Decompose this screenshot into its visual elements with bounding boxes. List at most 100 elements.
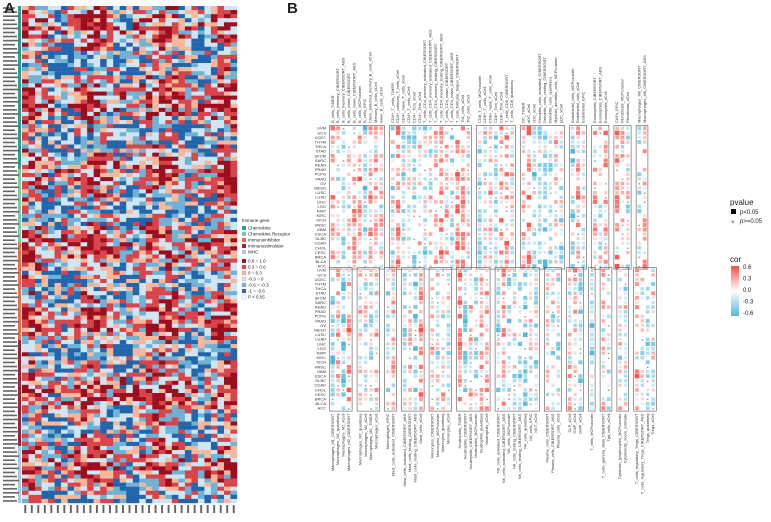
heatmap-cell [197, 335, 205, 341]
heatmap-cell [204, 266, 212, 271]
cell-type-label: CD4+_T_cells_TIMER [390, 83, 395, 123]
heatmap-cell [35, 352, 42, 357]
heatmap-cell [106, 425, 114, 430]
correlation-square [423, 260, 427, 264]
heatmap-cell [22, 478, 29, 483]
heatmap-cell [158, 111, 166, 117]
heatmap-cell [197, 152, 205, 157]
heatmap-cell [113, 99, 120, 104]
heatmap-cell [197, 201, 205, 206]
heatmap-cell [158, 417, 166, 422]
heatmap-cell [165, 429, 173, 434]
heatmap-cell [152, 433, 160, 439]
heatmap-cell [152, 197, 160, 202]
heatmap-cell [87, 335, 94, 341]
heatmap-cell [35, 335, 42, 341]
heatmap-cell [145, 46, 153, 52]
heatmap-cell [61, 287, 68, 292]
heatmap-cell [106, 156, 114, 162]
heatmap-cell [171, 189, 179, 194]
correlation-square [466, 246, 470, 250]
heatmap-cell [178, 34, 186, 39]
correlation-square [510, 181, 514, 186]
heatmap-cell [61, 498, 68, 504]
heatmap-cell [139, 401, 146, 406]
heatmap-cell [158, 71, 166, 76]
heatmap-cell [171, 494, 179, 500]
heatmap-cell [119, 376, 127, 381]
heatmap-cell [132, 99, 140, 104]
heatmap-cell [217, 221, 225, 227]
heatmap-cell [230, 230, 238, 235]
correlation-square [428, 140, 433, 144]
heatmap-cell [54, 393, 62, 398]
heatmap-cell [210, 262, 218, 267]
heatmap-cell [165, 323, 173, 329]
correlation-square [428, 135, 433, 140]
heatmap-cell [132, 124, 140, 129]
correlation-square [423, 200, 427, 204]
heatmap-cell [223, 193, 231, 198]
heatmap-cell [210, 413, 218, 418]
heatmap-cell [74, 384, 81, 390]
heatmap-cell [80, 299, 88, 304]
heatmap-cell [204, 401, 212, 406]
heatmap-cell [41, 266, 49, 271]
heatmap-cell [145, 250, 153, 255]
heatmap-cell [230, 189, 238, 194]
heatmap-cell [113, 327, 120, 333]
heatmap-cell [152, 42, 160, 47]
heatmap-cell [132, 429, 140, 434]
correlation-square [466, 195, 470, 199]
heatmap-cell [210, 79, 218, 84]
correlation-square [466, 218, 470, 222]
heatmap-cell [113, 238, 120, 243]
heatmap-cell [223, 128, 231, 133]
heatmap-cell [48, 372, 55, 377]
heatmap-cell [80, 405, 88, 410]
heatmap-cell [28, 79, 36, 84]
cell-type-label: Memory_B_cells_xCell [373, 82, 378, 123]
heatmap-cell [41, 437, 49, 443]
heatmap-cell [119, 193, 127, 198]
heatmap-cell [61, 111, 68, 117]
heatmap-cell [145, 478, 153, 483]
heatmap-cell [139, 327, 146, 333]
heatmap-cell [61, 425, 68, 430]
correlation-square [478, 223, 482, 227]
correlation-square [493, 172, 498, 177]
heatmap-cell [61, 205, 68, 210]
heatmap-cell [22, 140, 29, 145]
heatmap-cell [132, 201, 140, 206]
heatmap-cell [223, 433, 231, 439]
heatmap-cell [28, 445, 36, 451]
correlation-square [483, 154, 487, 158]
heatmap-cell [22, 173, 29, 178]
correlation-square [460, 236, 465, 241]
gene-label [3, 410, 15, 413]
heatmap-cell [178, 429, 186, 434]
heatmap-cell [197, 482, 205, 487]
heatmap-cell [204, 437, 212, 443]
heatmap-cell [119, 352, 127, 357]
correlation-square [362, 126, 368, 131]
heatmap-cell [106, 335, 114, 341]
heatmap-cell [152, 376, 160, 381]
heatmap-cell [184, 144, 192, 149]
correlation-square [455, 172, 460, 177]
heatmap-cell [204, 103, 212, 109]
heatmap-cell [119, 238, 127, 243]
heatmap-cell [184, 335, 192, 341]
heatmap-cell [35, 417, 42, 422]
heatmap-cell [184, 433, 192, 439]
heatmap-cell [67, 201, 75, 206]
heatmap-cell [22, 331, 29, 337]
heatmap-cell [191, 283, 199, 288]
heatmap-cell [48, 115, 55, 121]
heatmap-cell [100, 405, 107, 410]
heatmap-cell [119, 356, 127, 361]
heatmap-cell [132, 454, 140, 459]
heatmap-cell [113, 278, 120, 284]
heatmap-cell [217, 177, 225, 182]
heatmap-cell [204, 242, 212, 247]
